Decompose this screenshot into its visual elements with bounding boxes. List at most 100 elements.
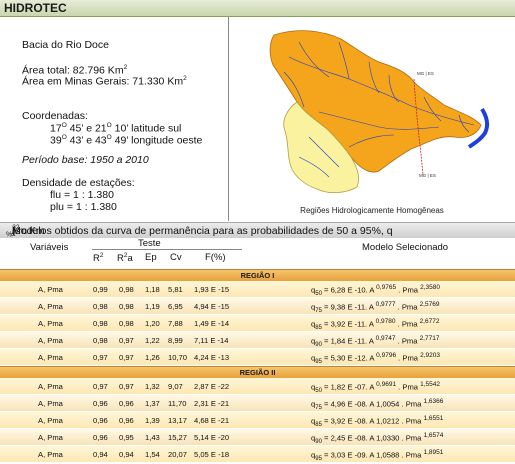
modelo-e1: 0,9747 <box>375 335 396 342</box>
lat-c: 10’ latitude sul <box>111 122 182 135</box>
cell-r2a: 0,97 <box>119 353 134 362</box>
modelo-e2: 2,5769 <box>419 301 440 308</box>
cell-ep: 1,37 <box>145 399 160 408</box>
modelo-q: q <box>311 450 316 460</box>
modelo-q: q <box>311 336 316 346</box>
longitude: 39O 43’ e 43O 49’ longitude oeste <box>50 134 202 147</box>
modelo-mid: . Pma <box>396 382 421 392</box>
col-teste: Teste <box>138 238 161 249</box>
table-row: A, Pma 0,96 0,95 1,43 15,27 5,14 E -20 q90 = 2… <box>0 429 515 445</box>
modelo-q: q <box>311 416 316 426</box>
cell-cv: 6,95 <box>168 302 183 311</box>
cell-f: 5,14 E -20 <box>194 433 230 442</box>
basin-map-svg: MG | ES MG | ES <box>269 30 490 193</box>
cell-variaveis: A, Pma <box>38 382 63 391</box>
modelo-q: q <box>311 302 316 312</box>
models-title-band: Modelos obtidos da curva de permanência … <box>0 222 515 239</box>
cell-r2a: 0,96 <box>119 399 134 408</box>
coastline <box>467 107 490 149</box>
cell-r2a: 0,94 <box>119 450 134 459</box>
table-row: A, Pma 0,96 0,96 1,39 13,17 4,68 E -21 q85 = 3… <box>0 412 515 428</box>
cell-variaveis: A, Pma <box>38 416 63 425</box>
periodo-base: Período base: 1950 a 2010 <box>22 154 149 166</box>
cell-ep: 1,54 <box>145 450 160 459</box>
col-r2a-text: R <box>117 253 124 265</box>
modelo-e2: 2,9203 <box>420 352 441 359</box>
region-2-area <box>283 101 359 193</box>
cell-f: 4,94 E -15 <box>194 302 230 311</box>
cell-ep: 1,43 <box>145 433 160 442</box>
cell-ep: 1,22 <box>145 336 160 345</box>
lat-a: 17 <box>50 122 62 135</box>
modelo-eq: = 3,92 E -08. A 1,0212 . Pma <box>321 416 424 426</box>
table-row: A, Pma 0,97 0,97 1,26 10,70 4,24 E -13 q95 = 5… <box>0 349 515 365</box>
lat-b: 45’ e 21 <box>66 122 107 135</box>
modelo-qsub: 85 <box>315 325 322 332</box>
app-title: HIDROTEC <box>4 1 67 15</box>
col-variaveis: Variáveis <box>30 242 69 253</box>
basin-info-panel: Bacia do Rio Doce Área total: 82.796 Km2… <box>0 17 229 221</box>
modelo-mid: . Pma <box>395 336 420 346</box>
cell-ep: 1,19 <box>145 302 160 311</box>
modelo-mid: . Pma <box>395 302 420 312</box>
modelo-eq: = 9,38 E -11. A <box>321 302 376 312</box>
table-row: A, Pma 0,94 0,94 1,54 20,07 5,05 E -18 q95 = 3… <box>0 446 515 462</box>
densidade-label: Densidade de estações: <box>22 177 135 189</box>
col-r2-exp: 2 <box>99 252 104 259</box>
modelo-qsub: 75 <box>315 308 322 315</box>
cell-f: 5,05 E -18 <box>194 450 230 459</box>
state-border-line <box>413 78 424 176</box>
cell-r2a: 0,97 <box>119 382 134 391</box>
modelo-q: q <box>311 399 316 409</box>
cell-r2: 0,96 <box>93 433 108 442</box>
modelo-e1: 0,9780 <box>375 318 396 325</box>
modelo-qsub: 90 <box>315 342 322 349</box>
models-title-sub: % <box>6 231 13 239</box>
col-r2a-tail: a <box>127 253 133 265</box>
cell-cv: 13,17 <box>168 416 188 425</box>
cell-f: 1,49 E -14 <box>194 319 230 328</box>
modelo-e2: 1,8951 <box>423 449 444 456</box>
modelo-eq: = 6,28 E -10. A <box>321 285 377 295</box>
cell-r2a: 0,98 <box>119 302 134 311</box>
modelo-e2: 2,3580 <box>420 284 441 291</box>
cell-f: 7,11 E -14 <box>194 336 229 345</box>
cell-f: 2,31 E -21 <box>194 399 230 408</box>
modelo-qsub: 95 <box>315 359 322 366</box>
models-title-c: /s . Km <box>12 225 45 237</box>
table-row: A, Pma 0,99 0,98 1,18 5,81 1,93 E -15 q50 = 6,… <box>0 281 515 297</box>
cell-r2a: 0,96 <box>119 416 134 425</box>
table-header: Variáveis Teste R2 R2a Ep Cv F(%) Modelo… <box>0 238 515 268</box>
models-title: Modelos obtidos da curva de permanência … <box>6 224 393 239</box>
col-ep: Ep <box>145 252 157 263</box>
models-title-d: ) <box>12 225 16 237</box>
plu-density: plu = 1 : 1.380 <box>50 201 117 213</box>
cell-variaveis: A, Pma <box>38 433 63 442</box>
cell-variaveis: A, Pma <box>38 336 63 345</box>
cell-r2: 0,96 <box>93 416 108 425</box>
area-total-text: Área total: 82.796 Km <box>22 64 124 77</box>
col-modelo: Modelo Selecionado <box>362 242 449 253</box>
area-total-exp: 2 <box>123 64 128 71</box>
table-row: A, Pma 0,98 0,98 1,19 6,95 4,94 E -15 q75 = 9,… <box>0 298 515 314</box>
modelo-e2: 1,6551 <box>423 415 444 422</box>
cell-f: 4,24 E -13 <box>194 353 230 362</box>
modelo-qsub: 50 <box>315 291 322 298</box>
modelo-e1: 0,9796 <box>376 352 397 359</box>
table-row: A, Pma 0,97 0,97 1,32 9,07 2,87 E -22 q50 = 1,… <box>0 378 515 394</box>
area-mg-text: Área em Minas Gerais: 71.330 Km <box>22 75 184 88</box>
table-row: A, Pma 0,98 0,97 1,22 8,99 7,11 E -14 q90 = 1,… <box>0 332 515 348</box>
col-r2: R2 <box>93 252 104 264</box>
coords-label: Coordenadas: <box>22 110 88 122</box>
modelo-e2: 1,5542 <box>420 381 441 388</box>
modelo-eq: = 2,45 E -08. A 1,0330 . Pma <box>321 433 424 443</box>
cell-variaveis: A, Pma <box>38 319 63 328</box>
modelo-qsub: 75 <box>315 405 322 412</box>
cell-cv: 7,88 <box>168 319 183 328</box>
col-f: F(%) <box>205 252 226 263</box>
teste-divider <box>92 249 242 250</box>
cell-modelo: q50 = 1,82 E -07. A 0,9691 . Pma 1,5542 <box>311 381 440 394</box>
cell-r2a: 0,97 <box>119 336 134 345</box>
modelo-q: q <box>311 285 316 295</box>
cell-modelo: q85 = 3,92 E -11. A 0,9780 . Pma 2,6772 <box>311 318 439 331</box>
